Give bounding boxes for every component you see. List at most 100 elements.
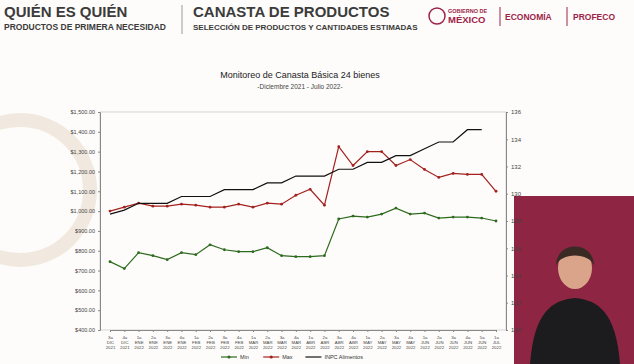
tick: 3aMAY2022 [392,330,402,350]
tick-label-line: 2022 [149,345,159,350]
tick-label-line: 2022 [220,345,230,350]
tick-label: 4aFEB2022 [234,335,244,350]
marker [223,248,226,251]
tick: 1aENE2022 [134,330,144,350]
tick: 1aMAR2022 [249,330,259,350]
tick-label-line: 2022 [292,345,302,350]
tick: 1aJUL2022 [492,330,502,350]
tick: 4aMAR2022 [292,330,302,350]
tick-mark [98,112,100,113]
marker [409,213,412,216]
tick-label: 2aMAR2022 [263,335,273,350]
section-title: CANASTA DE PRODUCTOS [193,3,389,20]
tick-label-line: 2022 [406,345,416,350]
tick-label-line: 2022 [163,345,173,350]
tick-label: 132 [511,164,522,170]
tick-label: $1,500.00 [71,109,95,115]
tick-mark [506,167,508,168]
tick: 132 [506,164,522,170]
interpreter-panel [514,196,634,364]
y-axis: $400.00$500.00$600.00$700.00$800.00$900.… [71,109,101,333]
marker [452,216,455,219]
tick-label: 3aJUN2022 [449,335,459,350]
tick-label: 3aFEB2022 [220,335,230,350]
legend-item: Min [221,354,249,360]
tick: 124 [506,273,522,279]
tick: 120 [506,327,522,333]
tick-mark [98,310,100,311]
tick-label: 3aDIC2021 [106,335,116,350]
marker [309,188,312,191]
tick: 130 [506,191,522,197]
tick-label: 3aENE2022 [163,335,173,350]
tick-mark [253,330,254,332]
tick-label: 120 [511,327,522,333]
tick-mark [153,330,154,332]
tick: $400.00 [75,327,100,333]
tick: $900.00 [75,228,100,234]
panel-bg [514,196,634,364]
tick-label: 2aJUN2022 [435,335,445,350]
tick-label: 126 [511,246,522,252]
tick-mark [506,303,508,304]
tick-label: 134 [511,137,522,143]
tick-mark [506,221,508,222]
tick-label: $1,100.00 [71,189,95,195]
tick-label-line: 2021 [120,345,130,350]
marker [252,206,255,209]
tick: 1aFEB2022 [191,330,201,350]
series-markers [109,207,498,270]
marker [109,210,112,213]
marker [466,216,469,219]
tick-label-line: 2022 [377,345,387,350]
tick: 122 [506,300,522,306]
marker [137,251,140,254]
tick-mark [353,330,354,332]
tick-label-line: 2022 [206,345,216,350]
tick-label-line: 2022 [277,345,287,350]
tick-label: 128 [511,218,522,224]
marker [237,250,240,253]
tick-mark [482,330,483,332]
tick-label: 2aENE2022 [149,335,159,350]
marker [294,255,297,258]
tick-label-line: 2022 [449,345,459,350]
slide: QUIÉN ES QUIÉNPRODUCTOS DE PRIMERA NECES… [0,0,634,364]
tick-mark [210,330,211,332]
tick: 1aJUN2022 [420,330,430,350]
tick-label: 4aMAY2022 [406,335,416,350]
tick-label: 130 [511,191,522,197]
series-markers [109,145,498,212]
marker [151,205,154,208]
tick-label-line: 2022 [477,345,487,350]
legend-marker [270,355,273,358]
tick: 1aMAY2022 [363,330,373,350]
marker [423,212,426,215]
tick-mark [506,139,508,140]
tick-label-line: 2022 [463,345,473,350]
tick-mark [110,330,111,332]
marker [352,215,355,218]
tick-label: 2aMAY2022 [377,335,387,350]
tick-mark [98,191,100,192]
marker [495,220,498,223]
tick: 2aABR2022 [320,330,330,350]
tick-mark [410,330,411,332]
chart-subtitle: -Diciembre 2021 - Julio 2022- [257,83,342,90]
header-subtitle: PRODUCTOS DE PRIMERA NECESIDAD [4,22,166,32]
tick-mark [267,330,268,332]
tick-label-line: 2022 [363,345,373,350]
tick-label-line: 2022 [435,345,445,350]
chart-title: Monitoreo de Canasta Básica 24 bienes [220,70,380,80]
tick: $700.00 [75,268,100,274]
tick-label: 122 [511,300,522,306]
marker [280,254,283,257]
tick-label-line: 2022 [420,345,430,350]
marker [280,203,283,206]
marker [323,204,326,207]
tick-label-line: 2022 [334,345,344,350]
plot-area [109,130,498,270]
marker [380,150,383,153]
marker [437,217,440,220]
tick-mark [467,330,468,332]
